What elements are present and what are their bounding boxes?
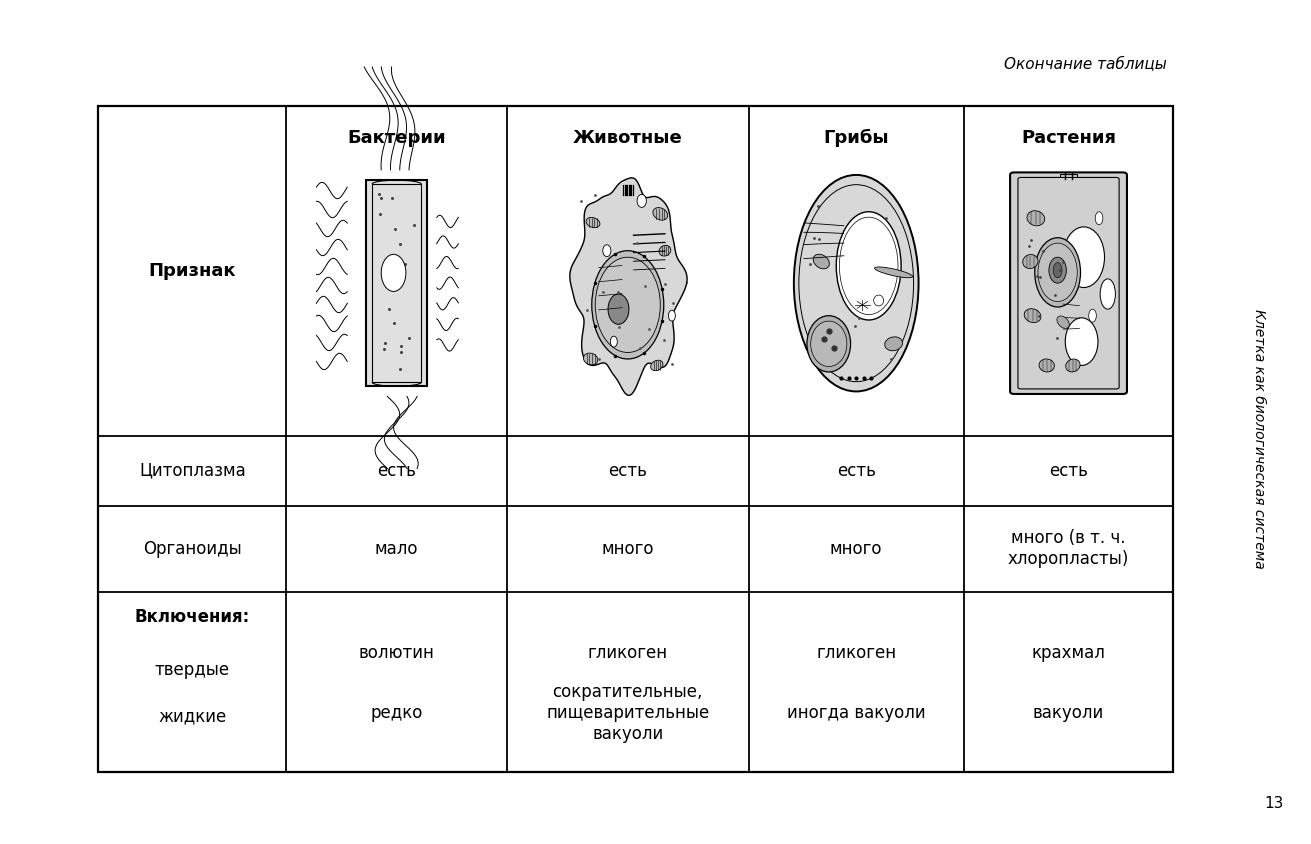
Ellipse shape xyxy=(810,321,847,366)
Ellipse shape xyxy=(1040,359,1054,372)
Bar xyxy=(366,181,427,387)
Ellipse shape xyxy=(1100,279,1116,309)
Text: много: много xyxy=(602,540,654,558)
Ellipse shape xyxy=(591,251,663,359)
Text: Органоиды: Органоиды xyxy=(143,540,241,558)
Ellipse shape xyxy=(1049,257,1066,284)
Ellipse shape xyxy=(1027,211,1045,225)
Ellipse shape xyxy=(637,194,646,208)
Ellipse shape xyxy=(650,360,663,371)
Text: мало: мало xyxy=(375,540,418,558)
Ellipse shape xyxy=(659,246,671,256)
Ellipse shape xyxy=(653,208,667,220)
Ellipse shape xyxy=(1023,255,1038,268)
Polygon shape xyxy=(570,178,687,395)
Ellipse shape xyxy=(611,336,617,347)
Ellipse shape xyxy=(608,294,629,324)
Ellipse shape xyxy=(1088,309,1096,322)
Ellipse shape xyxy=(808,316,851,372)
Text: много (в т. ч.
хлоропласты): много (в т. ч. хлоропласты) xyxy=(1008,529,1129,568)
Text: гликоген: гликоген xyxy=(587,645,667,663)
Bar xyxy=(366,181,427,387)
Ellipse shape xyxy=(1057,316,1070,328)
Ellipse shape xyxy=(583,353,598,365)
Ellipse shape xyxy=(1038,243,1078,301)
Text: 13: 13 xyxy=(1265,796,1283,811)
Text: твердые: твердые xyxy=(155,661,229,679)
Text: жидкие: жидкие xyxy=(159,707,227,726)
FancyBboxPatch shape xyxy=(1009,172,1127,394)
Ellipse shape xyxy=(382,254,406,291)
Ellipse shape xyxy=(1053,262,1062,278)
Text: Бактерии: Бактерии xyxy=(347,129,446,147)
Text: Клетка как биологическая система: Клетка как биологическая система xyxy=(1252,309,1265,569)
Ellipse shape xyxy=(669,311,675,321)
Text: иногда вакуоли: иногда вакуоли xyxy=(787,704,926,722)
Ellipse shape xyxy=(1095,212,1103,225)
Ellipse shape xyxy=(595,257,661,353)
Text: много: много xyxy=(830,540,882,558)
Bar xyxy=(1059,174,1078,177)
Text: есть: есть xyxy=(836,462,876,479)
Bar xyxy=(372,184,421,382)
Bar xyxy=(98,106,1173,772)
Text: крахмал: крахмал xyxy=(1032,645,1105,663)
Ellipse shape xyxy=(794,175,919,392)
Text: гликоген: гликоген xyxy=(817,645,897,663)
FancyBboxPatch shape xyxy=(1017,177,1120,389)
Text: Признак: Признак xyxy=(148,262,236,279)
Ellipse shape xyxy=(798,185,914,381)
Text: есть: есть xyxy=(1049,462,1088,479)
Text: есть: есть xyxy=(378,462,416,479)
Ellipse shape xyxy=(1034,238,1080,307)
Ellipse shape xyxy=(874,267,912,278)
Text: вакуоли: вакуоли xyxy=(1033,704,1104,722)
Ellipse shape xyxy=(1066,318,1097,365)
Text: Окончание таблицы: Окончание таблицы xyxy=(1004,57,1167,73)
Ellipse shape xyxy=(885,337,902,351)
Text: Включения:: Включения: xyxy=(135,609,250,626)
Text: редко: редко xyxy=(371,704,423,722)
Ellipse shape xyxy=(603,245,611,257)
Ellipse shape xyxy=(1063,227,1104,288)
Ellipse shape xyxy=(839,217,898,315)
Text: волютин: волютин xyxy=(359,645,434,663)
Text: Животные: Животные xyxy=(573,129,683,147)
Ellipse shape xyxy=(1066,359,1080,372)
Ellipse shape xyxy=(873,295,884,306)
Ellipse shape xyxy=(836,212,901,320)
Text: есть: есть xyxy=(608,462,648,479)
Text: Грибы: Грибы xyxy=(823,129,889,148)
Text: сократительные,
пищеварительные
вакуоли: сократительные, пищеварительные вакуоли xyxy=(547,683,709,743)
Ellipse shape xyxy=(1024,309,1041,322)
Text: Цитоплазма: Цитоплазма xyxy=(139,462,245,479)
Text: Растения: Растения xyxy=(1021,129,1116,147)
Ellipse shape xyxy=(813,254,830,269)
Ellipse shape xyxy=(586,218,600,228)
